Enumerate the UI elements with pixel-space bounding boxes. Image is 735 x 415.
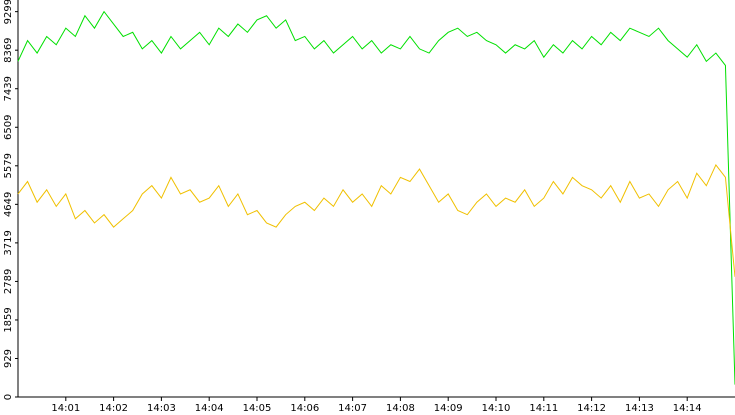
x-tick-label: 14:08 (386, 403, 415, 414)
series-line (17, 10, 735, 385)
x-tick-label: 14:05 (243, 403, 272, 414)
series-line (17, 163, 735, 277)
y-tick-label: 8369 (3, 37, 14, 62)
x-tick-label: 14:12 (577, 403, 606, 414)
y-tick-label: 0 (3, 394, 14, 400)
y-tick-label: 929 (3, 349, 14, 368)
y-tick-label: 2789 (3, 269, 14, 294)
x-tick-label: 14:09 (434, 403, 463, 414)
y-tick-label: 3719 (3, 230, 14, 255)
y-tick-label: 4649 (3, 192, 14, 217)
y-tick-label: 7439 (3, 76, 14, 101)
x-tick-label: 14:04 (195, 403, 224, 414)
x-tick-label: 14:02 (99, 403, 128, 414)
x-tick-label: 14:14 (673, 403, 702, 414)
x-tick-label: 14:06 (290, 403, 319, 414)
x-tick-label: 14:10 (482, 403, 511, 414)
y-tick-label: 1859 (3, 307, 14, 332)
x-tick-label: 14:01 (51, 403, 80, 414)
y-tick-label: 9299 (3, 0, 14, 24)
y-tick-label: 6509 (3, 115, 14, 140)
x-tick-label: 14:03 (147, 403, 176, 414)
y-tick-label: 5579 (3, 153, 14, 178)
x-tick-label: 14:13 (625, 403, 654, 414)
x-tick-label: 14:11 (529, 403, 558, 414)
x-tick-label: 14:07 (338, 403, 367, 414)
